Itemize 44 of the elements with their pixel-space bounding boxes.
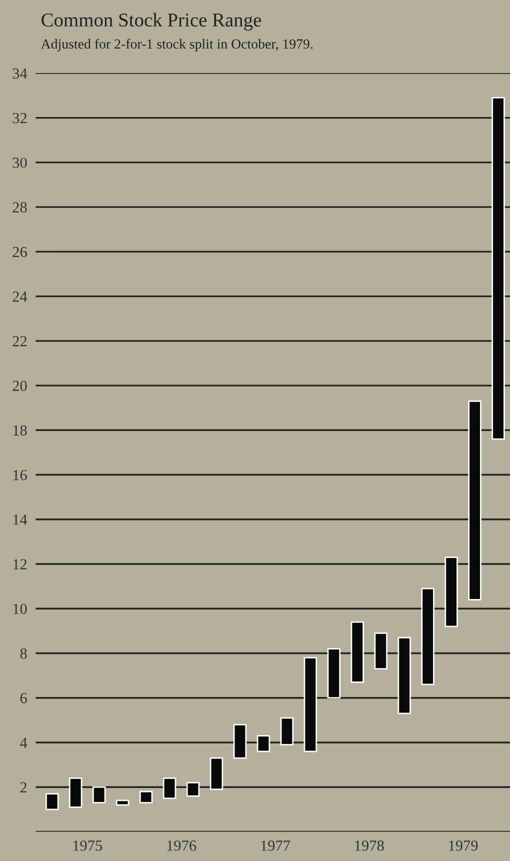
- chart-title: Common Stock Price Range: [42, 12, 262, 31]
- bar: [186, 782, 200, 797]
- bar: [210, 757, 224, 790]
- bar: [444, 556, 458, 628]
- bar: [492, 97, 505, 440]
- y-tick-label: 8: [20, 648, 27, 659]
- y-tick-label: 32: [12, 112, 27, 124]
- bar: [139, 790, 153, 804]
- bar: [398, 636, 411, 714]
- bar: [327, 648, 341, 699]
- y-tick-label: 4: [20, 738, 28, 748]
- y-tick-label: 18: [13, 425, 27, 436]
- bar: [350, 621, 364, 683]
- y-tick-label: 34: [12, 68, 28, 79]
- bar: [280, 717, 294, 746]
- x-tick-label: 1976: [167, 840, 196, 851]
- y-tick-label: 12: [13, 559, 27, 570]
- bar: [304, 657, 318, 752]
- y-tick-label: 6: [20, 693, 27, 704]
- y-tick-label: 24: [12, 291, 28, 302]
- bar: [421, 588, 434, 686]
- bar: [162, 777, 176, 799]
- bar: [46, 793, 59, 810]
- x-tick-label: 1975: [73, 840, 102, 851]
- bar: [256, 735, 270, 752]
- x-tick-label: 1979: [449, 840, 478, 851]
- y-tick-label: 2: [20, 782, 27, 792]
- bar: [116, 800, 130, 806]
- chart-subtitle: Adjusted for 2-for-1 stock split in October, 1979.: [40, 38, 313, 52]
- y-tick-label: 14: [13, 514, 28, 525]
- bar: [68, 777, 82, 808]
- bar: [468, 400, 482, 600]
- bar: [374, 632, 388, 670]
- y-tick-label: 10: [13, 604, 27, 614]
- x-tick-label: 1978: [355, 840, 384, 851]
- y-tick-label: 20: [12, 380, 27, 391]
- y-tick-label: 30: [12, 158, 27, 168]
- bar: [92, 786, 106, 804]
- x-tick-label: 1977: [261, 840, 290, 851]
- bar: [233, 724, 247, 759]
- y-tick-label: 28: [12, 202, 27, 212]
- y-tick-label: 22: [12, 336, 27, 346]
- y-tick-label: 16: [13, 470, 27, 480]
- y-tick-label: 26: [12, 246, 27, 258]
